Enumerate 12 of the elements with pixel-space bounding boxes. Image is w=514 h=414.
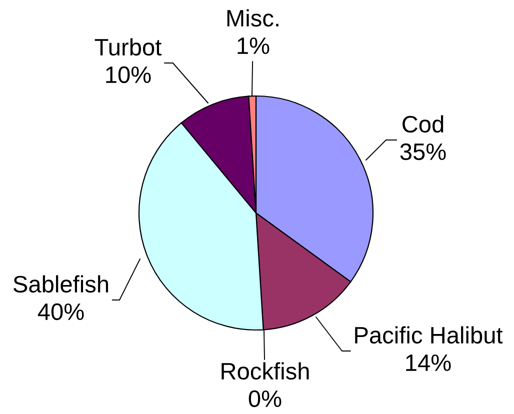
- slice-label: Turbot: [94, 38, 162, 56]
- data-label: 35%: [400, 143, 446, 160]
- text: 0%: [248, 390, 282, 408]
- slice-label: Misc.: [227, 9, 278, 27]
- data-label: 14%: [406, 354, 451, 371]
- slice-label: Sablefish: [14, 275, 108, 293]
- slice-label: Pacific Halibut: [355, 326, 503, 344]
- legend-label: Rockfish: [222, 362, 309, 380]
- data-label: 10%: [106, 66, 151, 84]
- data-label: 1%: [238, 37, 270, 54]
- data-label: 40%: [38, 303, 84, 320]
- slice-label: Cod: [402, 115, 444, 133]
